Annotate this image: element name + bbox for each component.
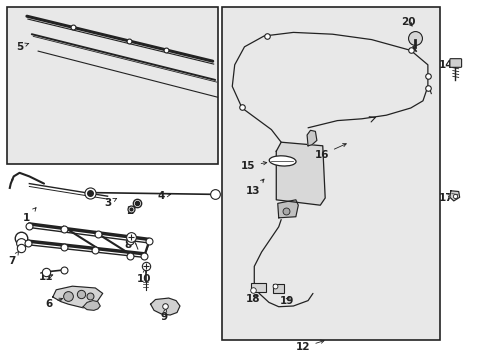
Text: 5: 5	[16, 42, 29, 52]
Text: 11: 11	[39, 272, 54, 282]
Polygon shape	[53, 286, 102, 308]
Text: 1: 1	[23, 208, 36, 223]
Polygon shape	[150, 298, 180, 315]
Text: 9: 9	[160, 309, 167, 322]
Polygon shape	[83, 301, 100, 310]
Text: 18: 18	[245, 294, 260, 304]
Text: 8: 8	[124, 240, 131, 250]
Bar	[222, 7, 439, 340]
Text: 19: 19	[279, 296, 294, 306]
Text: 15: 15	[241, 161, 266, 171]
Ellipse shape	[269, 156, 295, 166]
FancyBboxPatch shape	[449, 59, 461, 67]
Polygon shape	[277, 200, 298, 218]
Text: 13: 13	[245, 179, 264, 196]
Text: 2: 2	[126, 206, 136, 216]
Bar	[7, 7, 217, 164]
Text: 14: 14	[438, 60, 455, 70]
Text: 12: 12	[295, 340, 324, 352]
Bar	[250, 283, 265, 292]
Text: 17: 17	[438, 193, 452, 203]
Text: 4: 4	[157, 191, 170, 201]
Text: 20: 20	[400, 17, 415, 27]
Text: 16: 16	[314, 144, 346, 160]
Polygon shape	[276, 142, 325, 205]
Text: 6: 6	[45, 298, 62, 309]
Polygon shape	[306, 130, 316, 146]
Text: 7: 7	[8, 251, 19, 266]
Text: 10: 10	[137, 269, 151, 284]
Bar	[272, 284, 283, 293]
Polygon shape	[449, 191, 459, 201]
Text: 3: 3	[104, 198, 117, 208]
